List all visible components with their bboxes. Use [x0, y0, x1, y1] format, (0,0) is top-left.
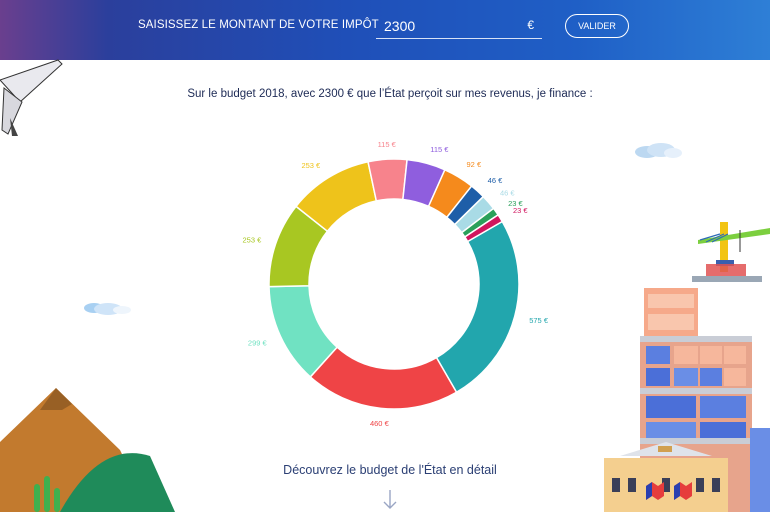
slice-value-label: 46 € — [488, 176, 503, 185]
budget-detail-link[interactable]: Découvrez le budget de l'État en détail — [283, 463, 497, 477]
donut-slice[interactable] — [463, 213, 504, 243]
currency-symbol: € — [527, 18, 534, 32]
slice-value-label: 115 € — [430, 145, 449, 154]
tax-amount-prompt: SAISISSEZ LE MONTANT DE VOTRE IMPÔT — [138, 19, 379, 31]
tax-amount-value: 2300 — [384, 18, 416, 34]
slice-value-label: 23 € — [513, 206, 528, 215]
arrow-down-icon[interactable] — [380, 488, 400, 512]
tax-amount-header: SAISISSEZ LE MONTANT DE VOTRE IMPÔT 2300… — [0, 0, 770, 60]
donut-slice[interactable] — [309, 346, 458, 410]
slice-value-label: 253 € — [301, 161, 321, 170]
intro-sentence: Sur le budget 2018, avec 2300 € que l’Ét… — [187, 88, 593, 100]
mountain-icon — [0, 388, 175, 512]
construction-crane-icon — [692, 222, 770, 282]
donut-slice[interactable] — [435, 220, 520, 394]
slice-value-label: 115 € — [378, 140, 397, 149]
building-icon — [604, 288, 770, 512]
slice-value-label: 92 € — [467, 160, 482, 169]
slice-value-label: 575 € — [529, 316, 549, 325]
airplane-icon — [0, 59, 63, 136]
validate-button[interactable]: VALIDER — [565, 14, 629, 38]
slice-value-label: 46 € — [500, 189, 515, 198]
cloud-icon — [84, 303, 131, 315]
slice-value-label: 253 € — [243, 235, 263, 244]
cloud-icon — [635, 143, 682, 158]
tax-amount-input[interactable]: 2300 € — [376, 14, 542, 39]
slice-value-label: 460 € — [370, 419, 390, 428]
slice-value-label: 23 € — [508, 199, 523, 208]
slice-value-label: 299 € — [248, 338, 268, 347]
